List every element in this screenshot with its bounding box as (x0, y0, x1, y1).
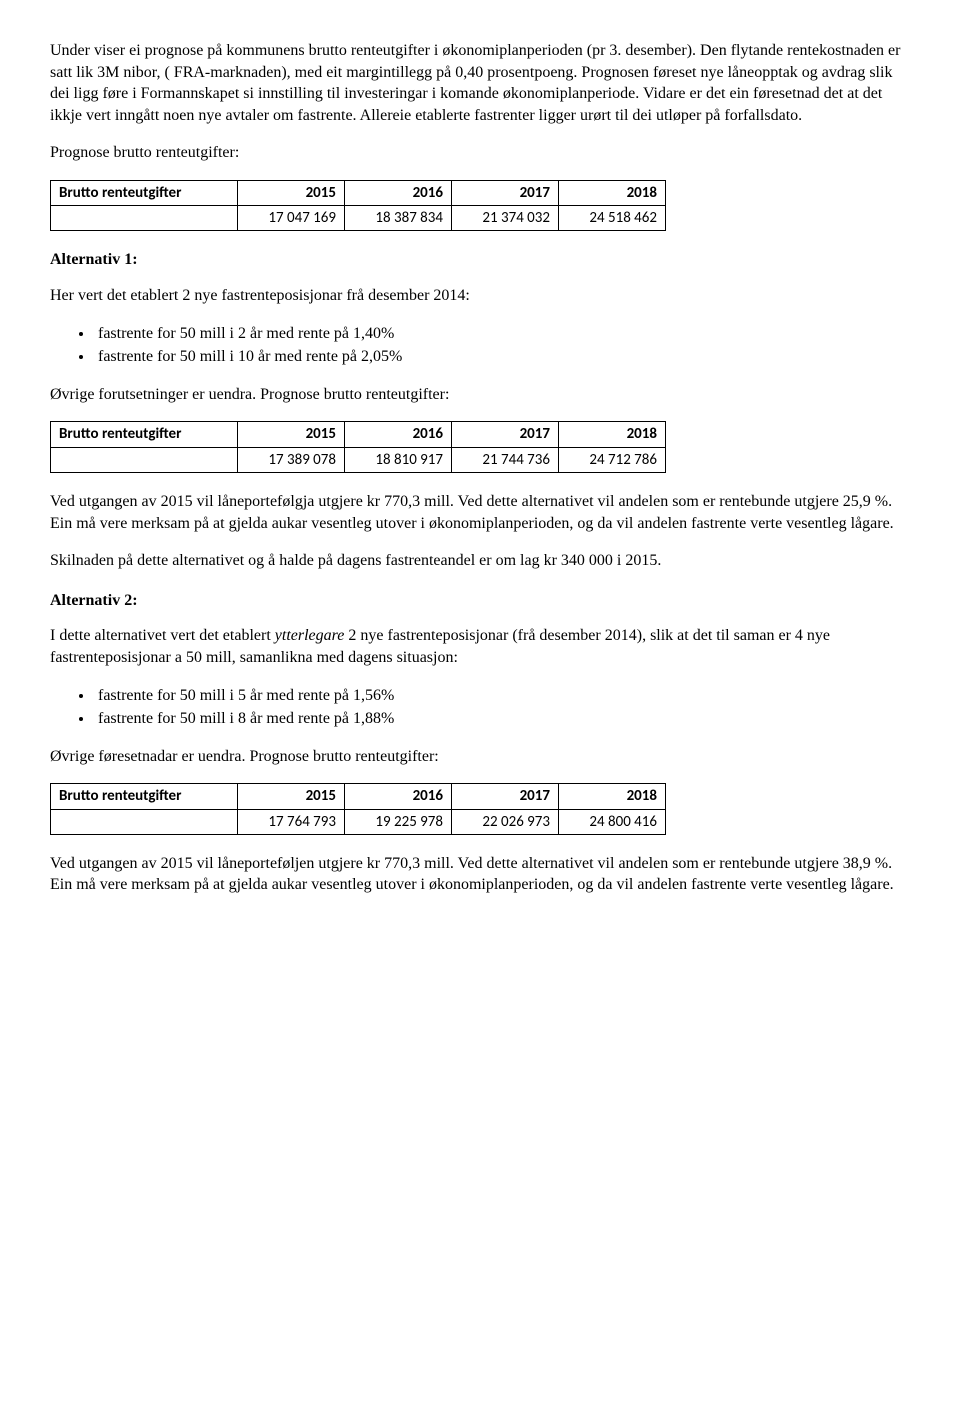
table-header-year: 2017 (452, 180, 559, 205)
table-cell-value: 22 026 973 (452, 809, 559, 834)
table-header-year: 2018 (559, 784, 666, 809)
table-cell-empty (51, 206, 238, 231)
alt1-paragraph-2: Øvrige forutsetninger er uendra. Prognos… (50, 384, 910, 406)
table-cell-empty (51, 809, 238, 834)
table-cell-value: 17 389 078 (238, 447, 345, 472)
list-item: fastrente for 50 mill i 2 år med rente p… (94, 323, 910, 345)
table-row: Brutto renteutgifter 2015 2016 2017 2018 (51, 784, 666, 809)
table-prognose-alt2: Brutto renteutgifter 2015 2016 2017 2018… (50, 783, 666, 835)
table-header-year: 2017 (452, 422, 559, 447)
intro-paragraph-1: Under viser ei prognose på kommunens bru… (50, 40, 910, 126)
alt2-para1-prefix: I dette alternativet vert det etablert (50, 627, 275, 644)
alt2-para1-italic: ytterlegare (275, 627, 345, 644)
table-header-year: 2016 (345, 180, 452, 205)
table-prognose-base: Brutto renteutgifter 2015 2016 2017 2018… (50, 180, 666, 232)
alt1-paragraph-4: Skilnaden på dette alternativet og å hal… (50, 550, 910, 572)
table-header-year: 2015 (238, 784, 345, 809)
list-item: fastrente for 50 mill i 8 år med rente p… (94, 708, 910, 730)
alt2-paragraph-3: Ved utgangen av 2015 vil låneporteføljen… (50, 853, 910, 896)
table-cell-value: 17 764 793 (238, 809, 345, 834)
table-row: Brutto renteutgifter 2015 2016 2017 2018 (51, 180, 666, 205)
table-cell-empty (51, 447, 238, 472)
table-cell-value: 17 047 169 (238, 206, 345, 231)
alt1-heading: Alternativ 1: (50, 249, 910, 271)
intro-paragraph-2: Prognose brutto renteutgifter: (50, 142, 910, 164)
table-header-year: 2015 (238, 180, 345, 205)
table-cell-value: 18 810 917 (345, 447, 452, 472)
alt2-heading: Alternativ 2: (50, 590, 910, 612)
table-cell-value: 21 744 736 (452, 447, 559, 472)
alt2-paragraph-1: I dette alternativet vert det etablert y… (50, 625, 910, 668)
table-cell-value: 24 800 416 (559, 809, 666, 834)
list-item: fastrente for 50 mill i 5 år med rente p… (94, 685, 910, 707)
table-cell-value: 18 387 834 (345, 206, 452, 231)
table-header-year: 2017 (452, 784, 559, 809)
alt2-bullet-list: fastrente for 50 mill i 5 år med rente p… (50, 685, 910, 730)
table-cell-value: 24 518 462 (559, 206, 666, 231)
alt1-bullet-list: fastrente for 50 mill i 2 år med rente p… (50, 323, 910, 368)
table-cell-value: 21 374 032 (452, 206, 559, 231)
table-header-label: Brutto renteutgifter (51, 180, 238, 205)
alt1-paragraph-3: Ved utgangen av 2015 vil låneportefølgja… (50, 491, 910, 534)
table-header-year: 2018 (559, 180, 666, 205)
table-header-year: 2016 (345, 784, 452, 809)
table-header-label: Brutto renteutgifter (51, 784, 238, 809)
alt2-paragraph-2: Øvrige føresetnadar er uendra. Prognose … (50, 746, 910, 768)
table-header-year: 2016 (345, 422, 452, 447)
table-row: 17 047 169 18 387 834 21 374 032 24 518 … (51, 206, 666, 231)
table-row: Brutto renteutgifter 2015 2016 2017 2018 (51, 422, 666, 447)
table-cell-value: 19 225 978 (345, 809, 452, 834)
table-row: 17 389 078 18 810 917 21 744 736 24 712 … (51, 447, 666, 472)
table-prognose-alt1: Brutto renteutgifter 2015 2016 2017 2018… (50, 421, 666, 473)
table-row: 17 764 793 19 225 978 22 026 973 24 800 … (51, 809, 666, 834)
table-header-year: 2018 (559, 422, 666, 447)
table-header-label: Brutto renteutgifter (51, 422, 238, 447)
list-item: fastrente for 50 mill i 10 år med rente … (94, 346, 910, 368)
table-header-year: 2015 (238, 422, 345, 447)
table-cell-value: 24 712 786 (559, 447, 666, 472)
alt1-paragraph-1: Her vert det etablert 2 nye fastrentepos… (50, 285, 910, 307)
